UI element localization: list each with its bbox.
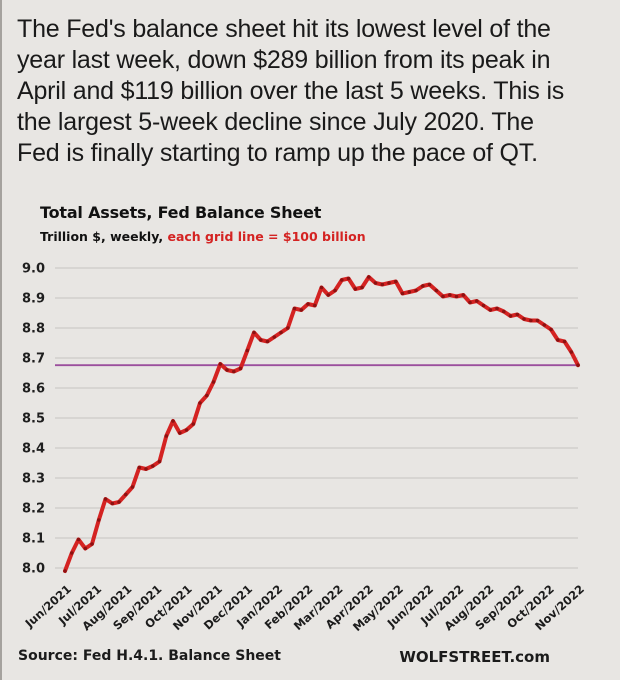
- weekly-data-marker: [299, 308, 304, 312]
- y-axis-tick-label: 8.4: [22, 442, 45, 457]
- weekly-data-marker: [346, 276, 351, 281]
- weekly-data-marker: [421, 284, 425, 288]
- weekly-data-marker: [380, 282, 385, 287]
- chart-subtitle-gridline-note: each grid line = $100 billion: [167, 229, 366, 244]
- y-axis-tick-label: 8.2: [22, 502, 45, 517]
- y-axis-tick-label: 8.6: [22, 382, 45, 397]
- weekly-data-marker: [292, 306, 297, 311]
- source-note: Source: Fed H.4.1. Balance Sheet: [18, 648, 281, 664]
- weekly-data-marker: [272, 335, 277, 339]
- weekly-data-marker: [562, 339, 567, 344]
- weekly-data-marker: [225, 368, 229, 372]
- weekly-data-marker: [144, 467, 148, 471]
- weekly-data-marker: [427, 282, 432, 287]
- headline-text: The Fed's balance sheet hit its lowest l…: [17, 15, 565, 167]
- weekly-data-marker: [103, 497, 108, 501]
- fed-balance-chart: 9.08.98.88.78.68.58.48.38.28.18.0Jun/202…: [22, 262, 587, 635]
- weekly-data-marker: [83, 546, 88, 551]
- weekly-data-marker: [387, 281, 391, 285]
- screenshot-left-edge: [0, 0, 2, 680]
- weekly-data-marker: [97, 518, 101, 522]
- weekly-data-marker: [569, 350, 574, 354]
- weekly-data-marker: [414, 288, 418, 293]
- weekly-data-marker: [198, 401, 202, 405]
- weekly-data-marker: [279, 330, 283, 335]
- weekly-data-marker: [70, 551, 74, 555]
- weekly-data-marker: [171, 419, 175, 423]
- weekly-data-marker: [245, 348, 250, 353]
- weekly-data-marker: [515, 312, 520, 317]
- weekly-data-marker: [178, 431, 182, 435]
- weekly-data-marker: [130, 485, 135, 489]
- weekly-data-marker: [151, 464, 155, 468]
- weekly-data-marker: [76, 537, 81, 542]
- weekly-data-marker: [124, 492, 128, 497]
- weekly-data-marker: [265, 339, 270, 344]
- weekly-data-marker: [326, 293, 331, 297]
- y-axis-tick-label: 8.3: [22, 472, 45, 487]
- chart-subtitle-units: Trillion $, weekly,: [40, 229, 168, 244]
- y-axis-tick-label: 8.7: [22, 352, 45, 367]
- y-axis-tick-label: 8.0: [22, 562, 45, 577]
- weekly-data-marker: [205, 393, 209, 398]
- weekly-data-marker: [117, 500, 121, 504]
- weekly-data-marker: [340, 278, 344, 282]
- weekly-data-marker: [475, 299, 479, 303]
- weekly-data-marker: [495, 306, 499, 311]
- weekly-data-marker: [400, 291, 405, 296]
- weekly-data-marker: [360, 285, 364, 290]
- weekly-data-marker: [184, 428, 189, 432]
- y-axis-tick-label: 8.8: [22, 322, 45, 337]
- weekly-data-marker: [191, 422, 196, 426]
- weekly-data-marker: [211, 380, 216, 384]
- weekly-data-marker: [137, 465, 142, 470]
- weekly-data-marker: [448, 293, 452, 297]
- weekly-data-marker: [441, 294, 445, 299]
- weekly-data-marker: [319, 285, 324, 290]
- weekly-data-marker: [286, 326, 290, 330]
- weekly-data-marker: [367, 275, 371, 279]
- weekly-data-marker: [522, 317, 526, 321]
- weekly-data-marker: [461, 293, 466, 297]
- weekly-data-marker: [353, 287, 358, 291]
- weekly-data-marker: [394, 279, 398, 284]
- weekly-data-marker: [110, 501, 115, 506]
- weekly-data-marker: [407, 290, 412, 294]
- weekly-data-marker: [259, 338, 263, 342]
- y-axis-tick-label: 8.1: [22, 532, 45, 547]
- weekly-data-marker: [306, 302, 310, 306]
- weekly-data-marker: [238, 366, 243, 371]
- weekly-data-marker: [313, 303, 317, 308]
- weekly-data-marker: [535, 318, 540, 323]
- weekly-data-marker: [576, 363, 580, 367]
- weekly-data-marker: [454, 294, 459, 299]
- weekly-data-marker: [481, 303, 486, 308]
- weekly-data-marker: [63, 569, 67, 573]
- wolfstreet-brand: WOLFSTREET.com: [399, 648, 550, 666]
- weekly-data-marker: [90, 542, 94, 546]
- weekly-data-marker: [508, 314, 513, 318]
- weekly-data-marker: [549, 327, 553, 332]
- y-axis-tick-label: 8.5: [22, 412, 45, 427]
- weekly-data-marker: [529, 318, 533, 323]
- weekly-data-marker: [252, 330, 256, 335]
- chart-subtitle: Trillion $, weekly, each grid line = $10…: [40, 229, 366, 244]
- weekly-data-marker: [373, 281, 378, 285]
- chart-title: Total Assets, Fed Balance Sheet: [40, 203, 322, 222]
- y-axis-tick-label: 9.0: [22, 262, 45, 277]
- weekly-data-marker: [556, 338, 560, 342]
- weekly-data-marker: [333, 288, 337, 293]
- weekly-data-marker: [157, 459, 162, 464]
- weekly-data-marker: [218, 362, 223, 366]
- weekly-data-marker: [232, 369, 236, 374]
- balance-sheet-line: [63, 275, 580, 573]
- weekly-data-marker: [488, 308, 493, 312]
- weekly-data-marker: [434, 288, 439, 293]
- y-axis-tick-label: 8.9: [22, 292, 45, 307]
- weekly-data-marker: [542, 323, 547, 327]
- weekly-data-marker: [164, 434, 169, 438]
- weekly-data-marker: [502, 309, 506, 314]
- weekly-data-marker: [468, 300, 472, 305]
